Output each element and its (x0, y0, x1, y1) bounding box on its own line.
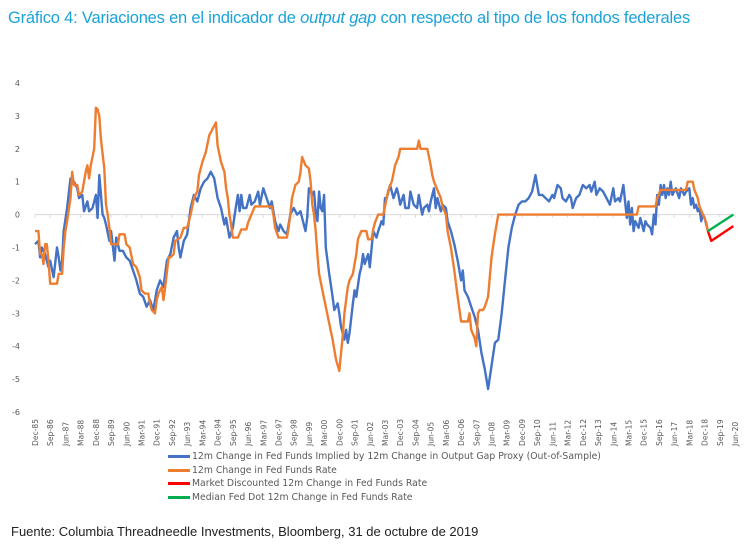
legend-item: 12m Change in Fed Funds Implied by 12m C… (168, 450, 601, 464)
x-tick-label: Jun-05 (427, 422, 436, 447)
line-chart: 4 3 2 1 0 -1 -2 -3 -4 -5 -6 Dec-85 Sep-86 Jun-87 Mar-… (12, 79, 740, 447)
x-tick-label: Jun-14 (609, 422, 618, 447)
x-tick-label: Sep-07 (472, 419, 481, 446)
x-tick-label: Mar-15 (624, 420, 633, 446)
x-tick-label: Jun-90 (122, 422, 131, 447)
x-tick-label: Dec-97 (274, 419, 283, 446)
x-tick-label: Dec-15 (640, 419, 649, 446)
y-tick-label: 3 (15, 112, 20, 121)
series-output-gap-implied (34, 170, 710, 391)
x-tick-label: Dec-94 (214, 419, 223, 446)
x-tick-label: Mar-00 (320, 420, 329, 446)
y-tick-label: -2 (12, 276, 20, 285)
x-tick-label: Jun-87 (61, 422, 70, 447)
x-tick-label: Sep-89 (107, 419, 116, 446)
legend-swatch (168, 468, 190, 472)
x-tick-label: Mar-97 (259, 420, 268, 446)
y-tick-label: 1 (15, 178, 20, 187)
x-tick-label: Dec-03 (396, 419, 405, 446)
legend-item: Market Discounted 12m Change in Fed Fund… (168, 477, 601, 491)
x-tick-label: Sep-86 (46, 419, 55, 446)
x-tick-label: Sep-98 (290, 419, 299, 446)
legend-swatch (168, 455, 190, 459)
title-suffix: con respecto al tipo de los fondos feder… (376, 9, 691, 27)
x-tick-label: Dec-18 (701, 419, 710, 446)
x-tick-label: Mar-06 (442, 420, 451, 446)
x-tick-label: Dec-12 (579, 419, 588, 446)
x-tick-label: Jun-02 (366, 422, 375, 447)
y-tick-label: -5 (12, 375, 20, 384)
x-tick-label: Dec-85 (31, 419, 40, 446)
x-tick-label: Jun-99 (305, 422, 314, 447)
x-tick-label: Dec-09 (518, 419, 527, 446)
x-tick-label: Sep-16 (655, 419, 664, 446)
legend-label: Median Fed Dot 12m Change in Fed Funds R… (192, 491, 413, 503)
legend-item: 12m Change in Fed Funds Rate (168, 464, 601, 478)
x-tick-label: Sep-13 (594, 419, 603, 446)
legend: 12m Change in Fed Funds Implied by 12m C… (168, 450, 601, 504)
x-tick-label: Jun-17 (670, 422, 679, 447)
y-tick-label: 2 (15, 145, 20, 154)
x-tick-label: Jun-93 (183, 422, 192, 447)
legend-label: Market Discounted 12m Change in Fed Fund… (192, 478, 428, 490)
x-tick-label: Dec-91 (153, 419, 162, 446)
x-tick-label: Mar-03 (381, 420, 390, 446)
x-tick-label: Mar-88 (77, 420, 86, 446)
y-tick-label: -6 (12, 408, 20, 417)
x-tick-label: Sep-10 (533, 419, 542, 446)
y-tick-label: -1 (12, 244, 20, 253)
x-tick-label: Mar-91 (138, 420, 147, 446)
legend-label: 12m Change in Fed Funds Rate (192, 464, 337, 476)
legend-label: 12m Change in Fed Funds Implied by 12m C… (192, 451, 601, 463)
y-tick-label: 4 (15, 79, 20, 88)
x-tick-label: Sep-92 (168, 419, 177, 446)
legend-item: Median Fed Dot 12m Change in Fed Funds R… (168, 491, 601, 505)
x-tick-label: Mar-12 (564, 420, 573, 446)
series-median-fed-dot (707, 213, 734, 233)
legend-swatch (168, 482, 190, 486)
x-tick-label: Dec-88 (92, 419, 101, 446)
y-tick-label: -4 (12, 342, 20, 351)
x-tick-label: Sep-01 (351, 419, 360, 446)
x-tick-label: Sep-04 (411, 419, 420, 446)
y-axis: 4 3 2 1 0 -1 -2 -3 -4 -5 -6 (12, 79, 20, 417)
source-note: Fuente: Columbia Threadneedle Investment… (11, 524, 479, 539)
x-tick-label: Dec-06 (457, 419, 466, 446)
title-italic: output gap (300, 9, 377, 27)
x-tick-label: Jun-20 (731, 422, 740, 447)
series-group (34, 106, 734, 391)
x-tick-label: Mar-94 (198, 420, 207, 446)
x-tick-label: Dec-00 (335, 419, 344, 446)
x-tick-label: Sep-95 (229, 419, 238, 446)
y-tick-label: 0 (15, 211, 20, 220)
y-tick-label: -3 (12, 309, 20, 318)
x-axis: Dec-85 Sep-86 Jun-87 Mar-88 Dec-88 Sep-89 Jun-… (31, 214, 740, 447)
series-fed-funds-change (35, 106, 710, 373)
x-tick-label: Jun-96 (244, 422, 253, 447)
x-tick-label: Jun-11 (548, 422, 557, 447)
x-tick-label: Mar-09 (503, 420, 512, 446)
x-tick-label: Sep-19 (716, 419, 725, 446)
series-market-discounted (706, 225, 734, 243)
title-prefix: Gráfico 4: Variaciones en el indicador d… (8, 9, 301, 27)
chart-title: Gráfico 4: Variaciones en el indicador d… (8, 8, 728, 29)
x-tick-label: Mar-18 (685, 420, 694, 446)
legend-swatch (168, 495, 190, 499)
x-tick-label: Jun-08 (488, 422, 497, 447)
